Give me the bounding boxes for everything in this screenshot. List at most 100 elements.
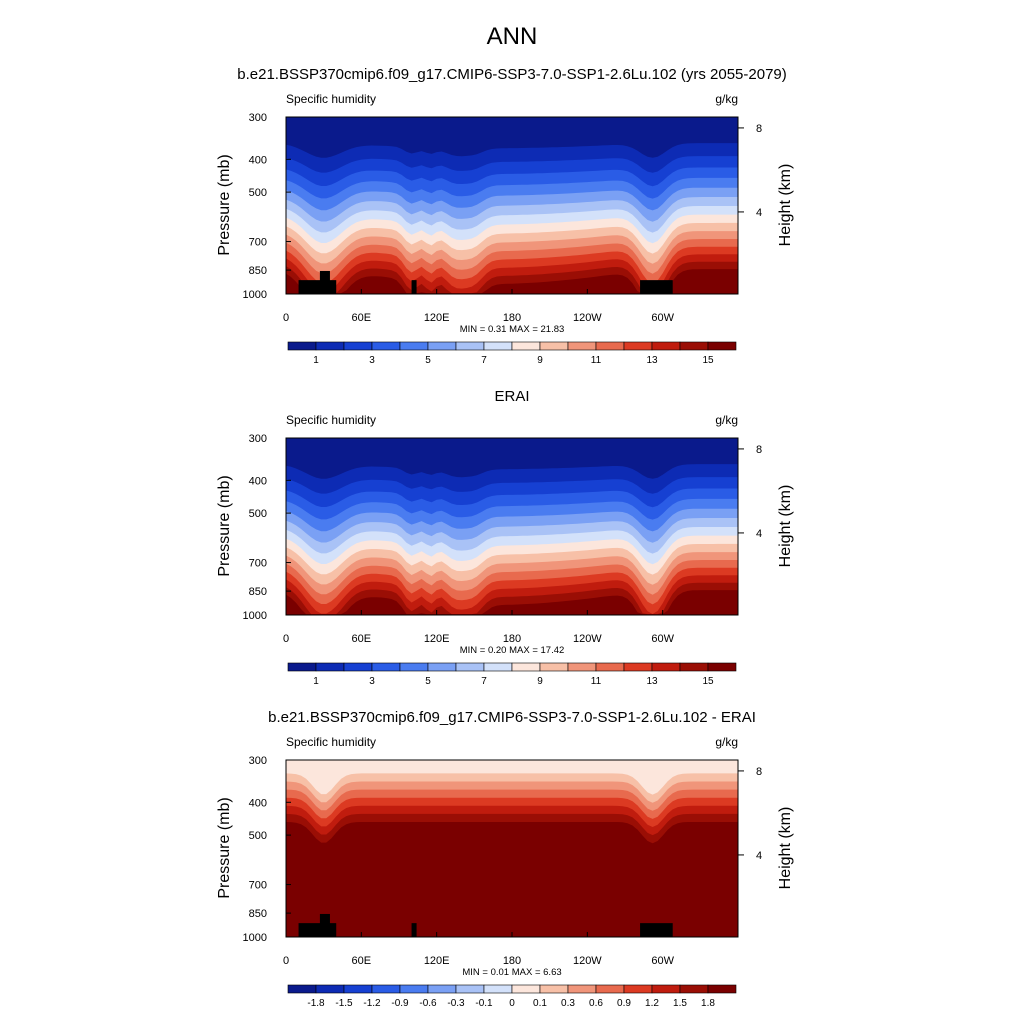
- x-tick-label: 60E: [352, 633, 372, 645]
- colorbar-swatch: [371, 341, 401, 351]
- colorbar-label: 1.2: [645, 998, 659, 1009]
- y-tick-label: 400: [249, 475, 267, 487]
- colorbar-swatch: [399, 984, 429, 994]
- y2-tick-label: 4: [756, 850, 762, 862]
- y2-axis-label: Height (km): [777, 164, 794, 247]
- colorbar-label: -0.6: [419, 998, 437, 1009]
- y-tick-label: 850: [249, 586, 267, 598]
- colorbar-swatch: [651, 341, 681, 351]
- y-tick-label: 700: [249, 558, 267, 570]
- terrain-block: [319, 270, 330, 294]
- x-tick-label: 120W: [573, 312, 602, 324]
- y2-tick-label: 8: [756, 766, 762, 778]
- colorbar: 1 3 5 7 9 11 13 15: [287, 341, 737, 366]
- x-tick-label: 60W: [651, 312, 674, 324]
- y2-tick-label: 8: [756, 444, 762, 456]
- colorbar-label: 0.9: [617, 998, 631, 1009]
- y2-tick-label: 8: [756, 123, 762, 135]
- colorbar-swatch: [399, 662, 429, 672]
- terrain-block: [298, 280, 337, 294]
- terrain-mask: [298, 270, 673, 294]
- contour-field: [286, 438, 738, 615]
- y-tick-label: 400: [249, 797, 267, 809]
- x-tick-label: 0: [283, 633, 289, 645]
- colorbar-swatch: [343, 984, 373, 994]
- x-tick-label: 60W: [651, 955, 674, 967]
- colorbar-swatch: [679, 984, 709, 994]
- y-tick-label: 1000: [243, 610, 267, 622]
- colorbar-swatch: [343, 341, 373, 351]
- colorbar-swatch: [595, 662, 625, 672]
- terrain-block: [640, 923, 673, 937]
- x-tick-label: 0: [283, 955, 289, 967]
- y-axis: 300 400 500 700 850 1000: [243, 755, 291, 944]
- colorbar-swatch: [707, 662, 737, 672]
- panel-title: ERAI: [494, 388, 529, 405]
- colorbar-label: 13: [646, 355, 658, 366]
- x-axis: 0 60E 120E 180 120W 60W: [283, 289, 675, 324]
- colorbar-swatch: [287, 984, 317, 994]
- y-axis: 300 400 500 700 850 1000: [243, 433, 291, 622]
- y2-axis: 84: [738, 123, 762, 219]
- colorbar-swatch: [595, 341, 625, 351]
- x-tick-label: 120E: [424, 633, 450, 645]
- colorbar-label: -1.2: [363, 998, 381, 1009]
- y-tick-label: 500: [249, 508, 267, 520]
- colorbar-swatch: [623, 984, 653, 994]
- colorbar-swatch: [567, 341, 597, 351]
- panel-diff: b.e21.BSSP370cmip6.f09_g17.CMIP6-SSP3-7.…: [216, 709, 794, 1009]
- colorbar-label: 9: [537, 355, 543, 366]
- y-axis: 300 400 500 700 850 1000: [243, 112, 291, 301]
- x-tick-label: 180: [503, 633, 521, 645]
- terrain-block: [298, 923, 337, 937]
- min-max-text: MIN = 0.20 MAX = 17.42: [460, 645, 565, 656]
- colorbar-label: -1.8: [307, 998, 325, 1009]
- colorbar-swatch: [427, 984, 457, 994]
- colorbar-label: -1.5: [335, 998, 353, 1009]
- x-axis: 0 60E 120E 180 120W 60W: [283, 610, 675, 645]
- colorbar-swatch: [287, 662, 317, 672]
- colorbar-swatch: [483, 662, 513, 672]
- colorbar-label: 0.6: [589, 998, 603, 1009]
- colorbar-label: 7: [481, 676, 487, 687]
- units-label: g/kg: [715, 735, 738, 749]
- colorbar-swatch: [539, 984, 569, 994]
- colorbar-label: 1.8: [701, 998, 715, 1009]
- min-max-text: MIN = 0.01 MAX = 6.63: [462, 967, 561, 978]
- colorbar-swatch: [539, 341, 569, 351]
- colorbar-swatch: [567, 984, 597, 994]
- colorbar-label: 5: [425, 676, 431, 687]
- y-axis-label: Pressure (mb): [216, 797, 233, 898]
- y2-axis: 84: [738, 444, 762, 540]
- colorbar-swatch: [651, 984, 681, 994]
- contour-band: [286, 438, 738, 479]
- y2-tick-label: 4: [756, 528, 762, 540]
- y-axis-label: Pressure (mb): [216, 475, 233, 576]
- colorbar-swatch: [315, 662, 345, 672]
- colorbar: -1.8 -1.5 -1.2 -0.9 -0.6 -0.3 -0.1 0 0.1 0.3 0.6 0.…: [287, 984, 737, 1009]
- colorbar-swatch: [371, 984, 401, 994]
- y-tick-label: 300: [249, 433, 267, 445]
- y2-axis: 84: [738, 766, 762, 862]
- colorbar-swatch: [315, 341, 345, 351]
- colorbar-swatch: [623, 662, 653, 672]
- terrain-block: [411, 923, 417, 937]
- colorbar-swatch: [567, 662, 597, 672]
- colorbar: 1 3 5 7 9 11 13 15: [287, 662, 737, 687]
- colorbar-swatch: [427, 662, 457, 672]
- colorbar-label: 13: [646, 676, 658, 687]
- colorbar-label: -0.3: [447, 998, 465, 1009]
- y-tick-label: 1000: [243, 289, 267, 301]
- x-tick-label: 0: [283, 312, 289, 324]
- variable-label: Specific humidity: [286, 92, 376, 106]
- x-tick-label: 180: [503, 955, 521, 967]
- colorbar-swatch: [483, 984, 513, 994]
- y2-axis-label: Height (km): [777, 485, 794, 568]
- panel-title: b.e21.BSSP370cmip6.f09_g17.CMIP6-SSP3-7.…: [237, 66, 787, 83]
- colorbar-label: 1: [313, 355, 319, 366]
- y-tick-label: 300: [249, 112, 267, 124]
- colorbar-label: 1: [313, 676, 319, 687]
- panel-title: b.e21.BSSP370cmip6.f09_g17.CMIP6-SSP3-7.…: [268, 709, 756, 726]
- colorbar-swatch: [679, 341, 709, 351]
